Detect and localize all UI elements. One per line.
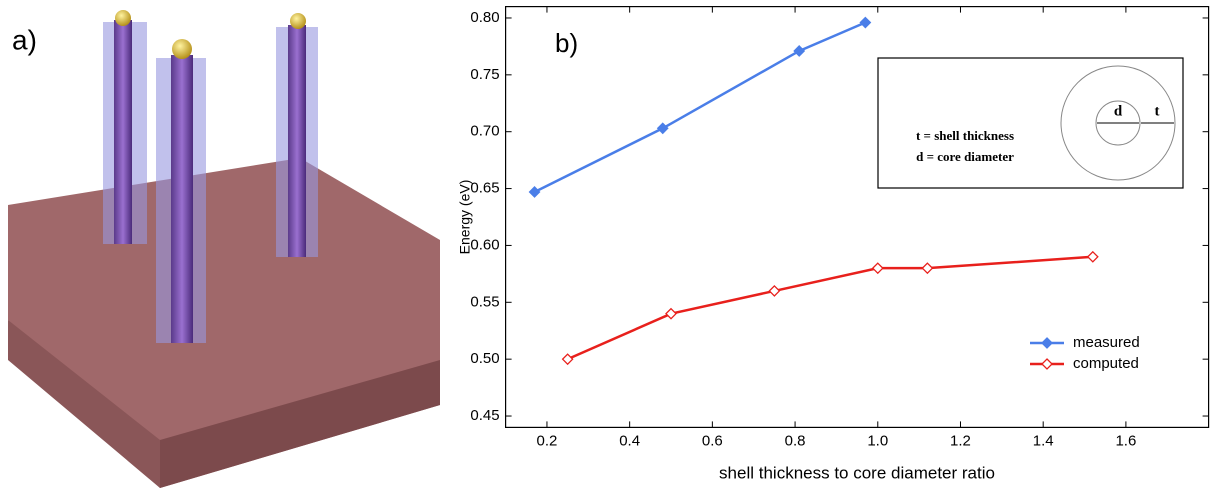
- y-tick-label: 0.45: [470, 407, 499, 424]
- panel-label: a): [12, 24, 37, 55]
- x-tick-label: 1.4: [1033, 432, 1054, 449]
- data-point: [665, 307, 677, 320]
- data-point: [871, 262, 884, 275]
- illustration: [8, 10, 440, 488]
- legend-marker: [1041, 337, 1053, 349]
- legend-label: computed: [1073, 355, 1139, 372]
- data-point: [859, 16, 872, 29]
- legend-label: measured: [1073, 334, 1140, 351]
- y-tick-label: 0.55: [470, 293, 499, 310]
- y-tick-label: 0.80: [470, 9, 499, 26]
- data-point: [793, 45, 806, 57]
- y-tick-label: 0.60: [470, 236, 499, 253]
- data-point: [561, 353, 574, 366]
- inset-definition: d = core diameter: [916, 149, 1014, 164]
- y-axis-label: Energy (eV): [457, 180, 473, 255]
- data-point: [1086, 250, 1099, 263]
- data-point: [528, 186, 541, 198]
- series-line: [533, 21, 866, 194]
- shell-circle: [1060, 65, 1176, 181]
- x-tick-label: 1.0: [867, 432, 888, 449]
- y-tick-label: 0.75: [470, 66, 499, 83]
- x-tick-label: 0.6: [702, 432, 723, 449]
- inset-symbol: t: [1155, 103, 1160, 119]
- x-tick-label: 1.6: [1115, 432, 1136, 449]
- x-axis-label: shell thickness to core diameter ratio: [719, 463, 995, 482]
- core-circle: [1095, 100, 1141, 146]
- data-point: [921, 262, 934, 275]
- x-tick-label: 0.2: [537, 432, 558, 449]
- inset-definition: t = shell thickness: [916, 128, 1014, 143]
- data-point: [768, 285, 781, 297]
- data-point: [656, 122, 669, 135]
- y-tick-label: 0.50: [470, 350, 499, 367]
- series-line: [567, 255, 1093, 361]
- y-tick-label: 0.65: [470, 180, 499, 197]
- y-tick-label: 0.70: [470, 123, 499, 140]
- inset-symbol: d: [1114, 103, 1123, 119]
- x-tick-label: 0.4: [619, 432, 640, 449]
- panel-label: b): [555, 28, 578, 58]
- x-tick-label: 0.8: [785, 432, 806, 449]
- inset: d t t = shell thickness d = core diamete…: [877, 57, 1184, 189]
- x-tick-label: 1.2: [950, 432, 971, 449]
- legend-marker: [1041, 358, 1053, 370]
- plot-frame: [505, 5, 1210, 428]
